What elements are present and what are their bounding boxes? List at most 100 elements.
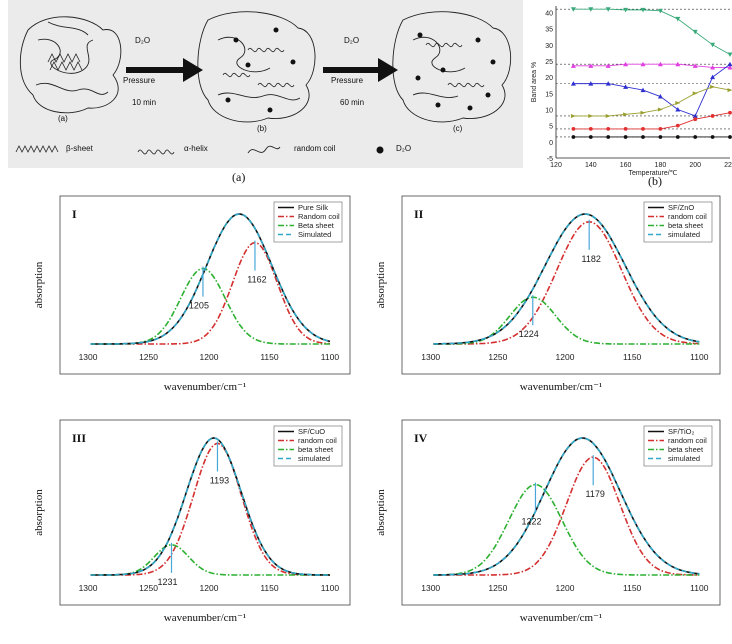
arrow1-mid: Pressure xyxy=(123,76,156,85)
chart-b-point xyxy=(623,126,628,131)
chart-b-point xyxy=(710,84,716,89)
chart-b-point xyxy=(657,107,663,112)
chart-b-point xyxy=(675,101,681,106)
ftir-xtick-label: 1300 xyxy=(421,352,440,362)
ftir-panel-II: 1300 1250 1200 1150 1100 wavenumber/cm⁻¹ absor… xyxy=(375,195,721,393)
chart-b-point xyxy=(692,91,698,96)
peak-label: 1205 xyxy=(189,301,209,311)
chart-b-point xyxy=(588,7,594,12)
chart-b-point xyxy=(710,64,716,70)
chart-b-point xyxy=(623,84,629,89)
ftir-xlabel: wavenumber/cm⁻¹ xyxy=(520,612,602,624)
chart-b-point xyxy=(641,135,645,139)
chart-b-point xyxy=(710,42,716,48)
chart-b-ytick-label: 40 xyxy=(545,10,553,17)
chart-b-xtick-label: 120 xyxy=(550,162,562,169)
protein-blob-c xyxy=(392,11,512,123)
arrow2-mid: Pressure xyxy=(331,76,364,85)
alpha-helix-b xyxy=(222,47,295,88)
chart-b-svg: -5 0 5 10 15 20 25 30 35 40 120 140 160 180 200 220 Temp… xyxy=(531,6,732,177)
ftir-xtick-label: 1300 xyxy=(79,352,98,362)
chart-b-ytick-label: -5 xyxy=(547,156,553,163)
ftir-xtick-label: 1200 xyxy=(200,352,219,362)
chart-b-point xyxy=(640,87,646,93)
chart-b-ytick-label: 35 xyxy=(545,27,553,34)
beta-sheet-a xyxy=(47,53,83,71)
legend-beta-label: β-sheet xyxy=(66,144,93,153)
random-coil-curve xyxy=(90,442,330,576)
chart-b-point xyxy=(605,7,611,12)
ftir-ylabel: absorption xyxy=(375,261,387,308)
chart-b-panel: -5 0 5 10 15 20 25 30 35 40 120 140 160 180 200 220 Temp… xyxy=(528,0,732,178)
chart-b-point xyxy=(657,8,663,14)
chart-b-ytick-label: 15 xyxy=(545,91,553,98)
ftir-panel-numeral: III xyxy=(72,431,86,445)
ftir-xlabel: wavenumber/cm⁻¹ xyxy=(164,612,246,624)
schematic-svg xyxy=(15,11,512,155)
ftir-xtick-label: 1100 xyxy=(321,583,340,593)
ftir-xtick-label: 1300 xyxy=(79,583,98,593)
chart-b-ylabel: Band area % xyxy=(531,62,538,102)
chart-b-point xyxy=(692,113,698,118)
ftir-legend-label: beta sheet xyxy=(668,221,704,230)
chart-b-point xyxy=(657,61,663,67)
chart-b-point xyxy=(692,29,698,35)
ftir-legend-label: simulated xyxy=(298,454,330,463)
chart-b-point xyxy=(570,63,576,68)
ftir-ylabel: absorption xyxy=(33,261,45,308)
chart-b-point xyxy=(588,135,593,139)
peak-label: 1224 xyxy=(519,329,539,339)
ftir-legend-label: beta sheet xyxy=(668,445,704,454)
panel-b-caption: (b) xyxy=(648,174,662,188)
ftir-panels-svg: 1300 1250 1200 1150 1100 wavenumber/cm⁻¹ absor… xyxy=(33,195,721,624)
legend-d2o-glyph xyxy=(376,146,384,154)
chart-b-point xyxy=(570,81,576,86)
chart-b-point xyxy=(727,61,732,67)
ftir-legend-label: SF/ZnO xyxy=(668,203,694,212)
protein-blob-b xyxy=(197,11,316,123)
ftir-legend-label: Random coil xyxy=(298,212,340,221)
chart-b-point xyxy=(623,61,629,67)
step-label-b: (b) xyxy=(257,124,267,133)
ftir-ylabel: absorption xyxy=(375,489,387,536)
chart-b-point xyxy=(710,74,716,80)
chart-b-xlabel: Temperature/℃ xyxy=(628,170,677,177)
chart-b-point xyxy=(727,52,732,58)
beta-sheet-curve xyxy=(433,483,700,576)
chart-b-point xyxy=(727,88,732,93)
ftir-legend-label: simulated xyxy=(668,230,700,239)
arrow2-top: D₂O xyxy=(344,36,360,45)
helix-c xyxy=(425,42,485,88)
ftir-xlabel: wavenumber/cm⁻¹ xyxy=(520,381,602,393)
ftir-xtick-label: 1100 xyxy=(321,352,340,362)
chart-b-point xyxy=(623,7,629,13)
ftir-legend-box xyxy=(273,201,343,243)
ftir-ylabel: absorption xyxy=(33,489,45,536)
ftir-legend-label: random coil xyxy=(298,436,337,445)
legend-alpha-label: α-helix xyxy=(184,144,208,153)
chart-b-point xyxy=(675,16,681,22)
chart-b-point xyxy=(606,126,611,131)
peak-label: 1231 xyxy=(157,577,177,587)
ftir-legend-box xyxy=(273,425,343,467)
ftir-panel-IV: 1300 1250 1200 1150 1100 wavenumber/cm⁻¹ absor… xyxy=(375,419,721,624)
chart-b-point xyxy=(675,61,681,67)
legend-coil-label: random coil xyxy=(294,144,336,153)
arrow-2 xyxy=(323,58,398,82)
chart-b-point xyxy=(710,135,715,139)
ftir-panel-numeral: I xyxy=(72,207,77,221)
ftir-legend-label: SF/TiO₂ xyxy=(668,427,694,436)
random-coil-curve xyxy=(433,220,700,345)
arrow1-top: D₂O xyxy=(135,36,151,45)
chart-b-ytick-label: 10 xyxy=(545,107,553,114)
total-curve xyxy=(90,213,331,345)
arrow-1 xyxy=(126,58,203,82)
chart-b-ytick-label: 30 xyxy=(545,43,553,50)
chart-b-series-line xyxy=(573,112,731,130)
peak-label: 1179 xyxy=(586,489,605,499)
ftir-xtick-label: 1250 xyxy=(488,352,507,362)
chart-b-point xyxy=(728,135,732,139)
chart-b-point xyxy=(623,135,628,139)
ftir-legend-box xyxy=(643,425,713,467)
peak-label: 1222 xyxy=(521,517,541,527)
